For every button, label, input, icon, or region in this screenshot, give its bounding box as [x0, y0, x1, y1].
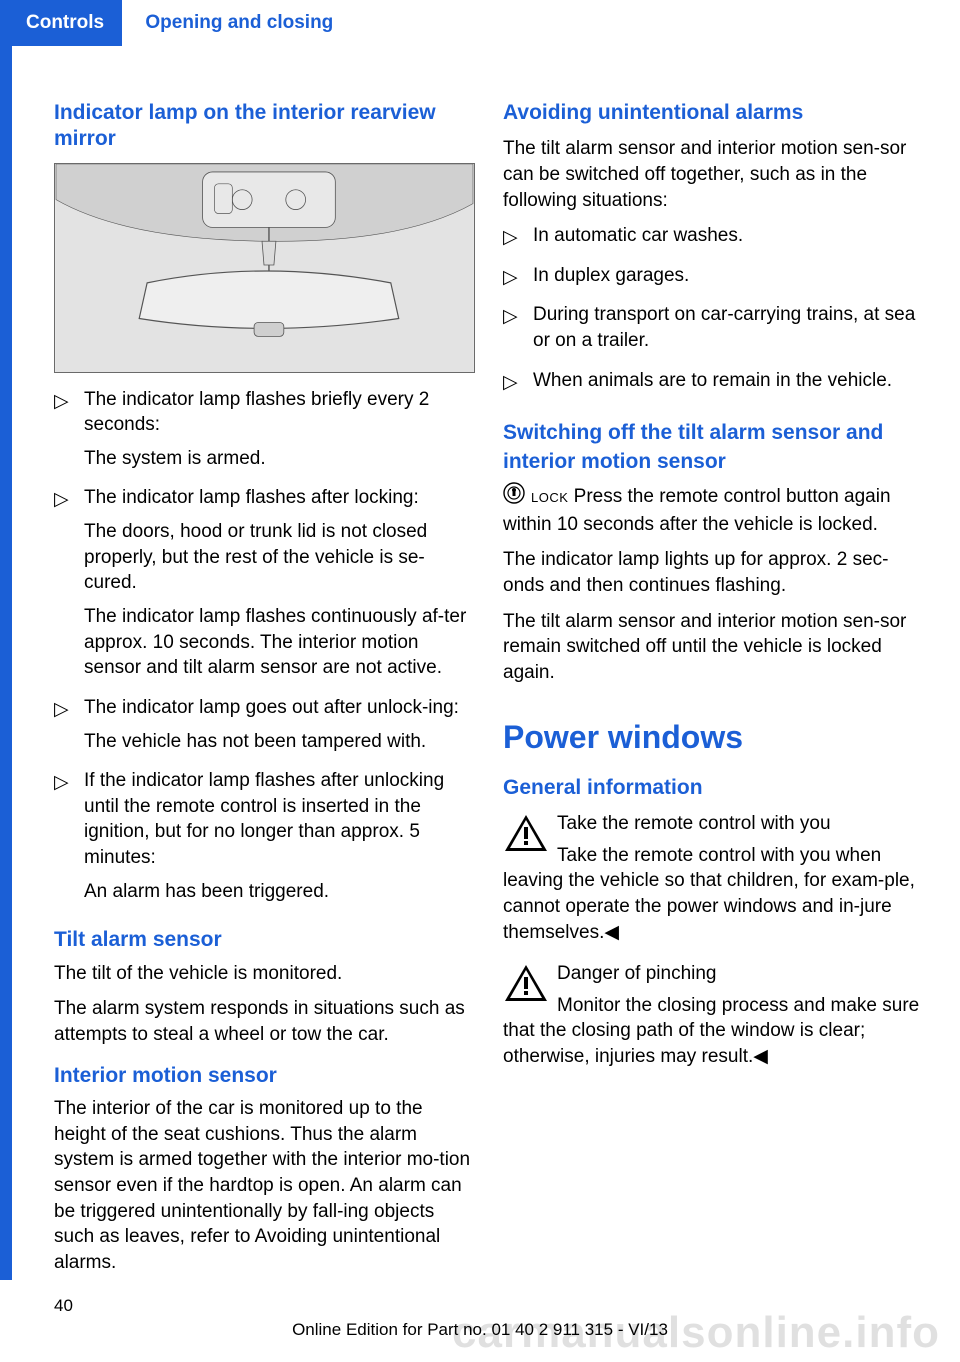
- bullet-lead: The indicator lamp goes out after unlock…: [84, 695, 475, 721]
- avoid-intro: The tilt alarm sensor and interior motio…: [503, 136, 924, 213]
- triangle-bullet-icon: ▷: [503, 302, 533, 361]
- bullet-para: The doors, hood or trunk lid is not clos…: [84, 519, 475, 596]
- list-body: The indicator lamp flashes briefly every…: [84, 387, 475, 480]
- lock-label: LOCK: [531, 490, 568, 505]
- rearview-mirror-figure: [54, 163, 475, 373]
- page-header: Controls Opening and closing: [0, 0, 960, 56]
- right-column: Avoiding unintentional alarms The tilt a…: [503, 100, 924, 1285]
- bullet-lead: The indicator lamp flashes after locking…: [84, 485, 475, 511]
- interior-motion-heading: Interior motion sensor: [54, 1062, 475, 1090]
- header-section: Opening and closing: [127, 0, 351, 46]
- bullet-para: The indicator lamp flashes continuously …: [84, 604, 475, 681]
- list-body: The indicator lamp flashes after locking…: [84, 485, 475, 688]
- bullet-para: The system is armed.: [84, 446, 475, 472]
- indicator-bullet-list: ▷ The indicator lamp flashes briefly eve…: [54, 387, 475, 913]
- list-item: ▷ The indicator lamp goes out after unlo…: [54, 695, 475, 762]
- list-body: The indicator lamp goes out after unlock…: [84, 695, 475, 762]
- watermark: carmanualsonline.info: [452, 1303, 940, 1362]
- left-column: Indicator lamp on the interior rearview …: [54, 100, 475, 1285]
- bullet-para: An alarm has been triggered.: [84, 879, 475, 905]
- triangle-bullet-icon: ▷: [503, 368, 533, 402]
- warning-title: Danger of pinching: [503, 961, 924, 987]
- list-item: ▷ During transport on car-carrying train…: [503, 302, 924, 361]
- triangle-bullet-icon: ▷: [54, 695, 84, 762]
- page-number: 40: [54, 1295, 73, 1318]
- power-windows-heading: Power windows: [503, 716, 924, 759]
- tilt-para: The tilt of the vehicle is monitored.: [54, 961, 475, 987]
- side-tab: [0, 0, 12, 1280]
- bullet-text: In automatic car washes.: [533, 223, 924, 249]
- triangle-bullet-icon: ▷: [54, 485, 84, 688]
- warning-body: Take the remote control with you when le…: [503, 845, 915, 943]
- general-info-heading: General information: [503, 775, 924, 801]
- warning-triangle-icon: [503, 813, 549, 861]
- triangle-bullet-icon: ▷: [503, 223, 533, 257]
- mirror-illustration: [55, 164, 474, 372]
- bullet-text: In duplex garages.: [533, 263, 924, 289]
- warning-triangle-icon: [503, 963, 549, 1011]
- tilt-alarm-heading: Tilt alarm sensor: [54, 926, 475, 954]
- triangle-bullet-icon: ▷: [503, 263, 533, 297]
- switch-para: LOCK Press the remote control button aga…: [503, 482, 924, 537]
- warning-block: Take the remote control with you Take th…: [503, 811, 924, 945]
- bullet-lead: If the indicator lamp flashes after unlo…: [84, 768, 475, 871]
- list-item: ▷ If the indicator lamp flashes after un…: [54, 768, 475, 912]
- indicator-lamp-heading: Indicator lamp on the interior rearview …: [54, 100, 475, 153]
- bullet-para: The vehicle has not been tampered with.: [84, 729, 475, 755]
- avoid-bullet-list: ▷ In automatic car washes. ▷ In duplex g…: [503, 223, 924, 401]
- list-item: ▷ When animals are to remain in the vehi…: [503, 368, 924, 402]
- list-item: ▷ The indicator lamp flashes briefly eve…: [54, 387, 475, 480]
- triangle-bullet-icon: ▷: [54, 768, 84, 912]
- bullet-lead: The indicator lamp flashes briefly every…: [84, 387, 475, 438]
- list-body: If the indicator lamp flashes after unlo…: [84, 768, 475, 912]
- switching-off-heading: Switching off the tilt alarm sensor and …: [503, 419, 924, 476]
- lock-button-icon: [503, 482, 525, 512]
- bullet-text: During transport on car-carrying trains,…: [533, 302, 924, 353]
- switch-para: The indicator lamp lights up for approx.…: [503, 547, 924, 598]
- list-item: ▷ The indicator lamp flashes after locki…: [54, 485, 475, 688]
- warning-block: Danger of pinching Monitor the closing p…: [503, 961, 924, 1070]
- header-tab: Controls: [0, 0, 122, 46]
- list-item: ▷ In automatic car washes.: [503, 223, 924, 257]
- bullet-text: When animals are to remain in the vehicl…: [533, 368, 924, 394]
- warning-title: Take the remote control with you: [503, 811, 924, 837]
- avoiding-alarms-heading: Avoiding unintentional alarms: [503, 100, 924, 126]
- warning-body: Monitor the closing process and make sur…: [503, 995, 919, 1067]
- list-item: ▷ In duplex garages.: [503, 263, 924, 297]
- switch-para: The tilt alarm sensor and interior motio…: [503, 609, 924, 686]
- content-columns: Indicator lamp on the interior rearview …: [54, 100, 924, 1285]
- interior-para: The interior of the car is monitored up …: [54, 1096, 475, 1275]
- tilt-para: The alarm system responds in situations …: [54, 996, 475, 1047]
- triangle-bullet-icon: ▷: [54, 387, 84, 480]
